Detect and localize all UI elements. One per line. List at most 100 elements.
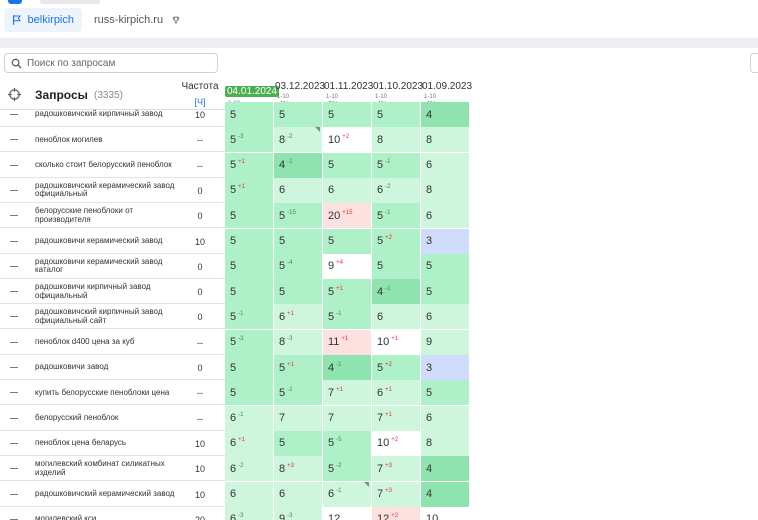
position-cell[interactable]: 6 -2 <box>225 456 274 482</box>
position-cell[interactable]: 5 -1 <box>323 304 372 330</box>
query-text[interactable]: пеноблок могилев <box>35 134 103 144</box>
position-cell[interactable]: 9 -3 <box>274 506 323 520</box>
position-cell[interactable]: 5 <box>225 102 274 127</box>
position-cell[interactable]: 6 -1 <box>323 481 372 507</box>
position-cell[interactable]: 4 -1 <box>323 355 372 380</box>
row-collapse-toggle[interactable] <box>10 367 18 368</box>
position-cell[interactable]: 8 +3 <box>274 456 323 482</box>
position-cell[interactable]: 6 <box>421 405 470 431</box>
query-text[interactable]: белорусский пеноблок <box>35 412 119 422</box>
table-row[interactable]: радошковичский кирпичный завод 10 5 5 5 5 4 <box>0 102 470 127</box>
position-cell[interactable]: 5 <box>421 380 470 406</box>
position-cell[interactable]: 7 <box>323 405 372 431</box>
position-cell[interactable]: 8 <box>372 127 421 153</box>
query-text[interactable]: радошковичский кирпичный завод официальн… <box>35 307 163 325</box>
position-cell[interactable]: 4 -1 <box>372 279 421 305</box>
position-cell[interactable]: 6 <box>274 481 323 507</box>
app-tab-inactive[interactable] <box>40 0 100 4</box>
query-text[interactable]: пеноблок цена беларусь <box>35 438 127 448</box>
query-text[interactable]: радошковичи кирпичный завод официальный <box>35 282 151 300</box>
position-cell[interactable]: 6 +1 <box>274 304 323 330</box>
position-cell[interactable]: 7 +3 <box>372 481 421 507</box>
query-text[interactable]: могилевский комбинат силикатных изделий <box>35 459 165 477</box>
position-cell[interactable]: 12 +2 <box>372 506 421 520</box>
date-label[interactable]: 01.09.2023 <box>422 81 473 92</box>
position-cell[interactable]: 5 +1 <box>225 152 274 178</box>
position-cell[interactable]: 5 <box>323 102 372 127</box>
position-cell[interactable]: 5 -1 <box>225 304 274 330</box>
position-cell[interactable]: 5 <box>225 203 274 229</box>
table-row[interactable]: белорусский пеноблок -- 6 -1 7 7 7 +1 6 <box>0 405 470 431</box>
position-cell[interactable]: 5 -4 <box>274 253 323 279</box>
position-cell[interactable]: 4 <box>421 456 470 482</box>
position-cell[interactable]: 3 <box>421 355 470 380</box>
position-cell[interactable]: 5 -5 <box>323 430 372 456</box>
row-collapse-toggle[interactable] <box>10 291 18 293</box>
table-row[interactable]: сколько стоит белорусский пеноблок -- 5 +1 4… <box>0 152 470 178</box>
table-row[interactable]: радошковичи кирпичный завод официальный 0… <box>0 279 470 305</box>
row-collapse-toggle[interactable] <box>10 240 18 242</box>
position-cell[interactable]: 11 +1 <box>323 329 372 355</box>
position-cell[interactable]: 5 <box>323 152 372 178</box>
position-cell[interactable]: 6 -3 <box>225 506 274 520</box>
position-cell[interactable]: 4 <box>421 102 470 127</box>
crosshair-icon[interactable] <box>7 87 22 102</box>
trophy-icon[interactable] <box>164 8 188 32</box>
position-cell[interactable]: 6 <box>323 177 372 203</box>
position-cell[interactable]: 6 <box>225 481 274 507</box>
row-collapse-toggle[interactable] <box>10 215 18 217</box>
position-cell[interactable]: 5 <box>225 228 274 254</box>
position-cell[interactable]: 6 +1 <box>225 430 274 456</box>
position-cell[interactable]: 10 +2 <box>323 127 372 153</box>
position-cell[interactable]: 5 <box>421 279 470 305</box>
row-collapse-toggle[interactable] <box>10 341 18 343</box>
date-label[interactable]: 03.12.2023 <box>275 81 326 92</box>
queries-title[interactable]: Запросы <box>35 88 88 102</box>
search-input[interactable]: Поиск по запросам <box>4 53 218 73</box>
row-collapse-toggle[interactable] <box>10 468 18 470</box>
query-text[interactable]: пеноблок d400 цена за куб <box>35 336 135 346</box>
position-cell[interactable]: 5 <box>225 253 274 279</box>
position-cell[interactable]: 6 -1 <box>225 405 274 431</box>
row-collapse-toggle[interactable] <box>10 265 18 267</box>
query-text[interactable]: могилевский кси <box>35 514 97 520</box>
position-cell[interactable]: 6 <box>274 177 323 203</box>
position-cell[interactable]: 10 +2 <box>372 430 421 456</box>
table-row[interactable]: радошковичский керамический завод 10 6 6 6 -1… <box>0 481 470 507</box>
position-cell[interactable]: 5 -2 <box>274 380 323 406</box>
tab-belkirpich[interactable]: belkirpich <box>4 8 82 32</box>
position-cell[interactable]: 5 -3 <box>225 127 274 153</box>
position-cell[interactable]: 5 +2 <box>372 355 421 380</box>
position-cell[interactable]: 5 <box>225 380 274 406</box>
position-cell[interactable]: 5 -3 <box>225 329 274 355</box>
position-cell[interactable]: 5 -15 <box>274 203 323 229</box>
position-cell[interactable]: 7 +1 <box>323 380 372 406</box>
query-text[interactable]: радошковичи керамический завод <box>35 235 163 245</box>
position-cell[interactable]: 5 <box>274 102 323 127</box>
table-row[interactable]: радошковичский керамический завод официа… <box>0 177 470 203</box>
position-cell[interactable]: 7 <box>274 405 323 431</box>
position-cell[interactable]: 5 -2 <box>323 456 372 482</box>
position-cell[interactable]: 5 -1 <box>372 203 421 229</box>
row-collapse-toggle[interactable] <box>10 139 18 141</box>
table-row[interactable]: белорусские пеноблоки от производителя 0 5… <box>0 203 470 229</box>
query-text[interactable]: радошковичи завод <box>35 362 109 372</box>
position-cell[interactable]: 6 -2 <box>372 177 421 203</box>
position-cell[interactable]: 6 <box>421 304 470 330</box>
position-cell[interactable]: 7 +1 <box>372 405 421 431</box>
position-cell[interactable]: 5 <box>372 102 421 127</box>
position-cell[interactable]: 5 <box>421 253 470 279</box>
position-cell[interactable]: 5 -1 <box>372 152 421 178</box>
query-text[interactable]: радошковичи керамический завод каталог <box>35 256 163 275</box>
position-cell[interactable]: 9 +4 <box>323 253 372 279</box>
table-row[interactable]: могилевский комбинат силикатных изделий 1… <box>0 456 470 482</box>
frequency-title[interactable]: Частота <box>181 81 219 92</box>
position-cell[interactable]: 8 <box>421 177 470 203</box>
row-collapse-toggle[interactable] <box>10 518 18 520</box>
frequency-type[interactable]: [Ч] <box>194 97 206 107</box>
position-cell[interactable]: 5 <box>225 355 274 380</box>
position-cell[interactable]: 5 +1 <box>225 177 274 203</box>
position-cell[interactable]: 7 +3 <box>372 456 421 482</box>
position-cell[interactable]: 10 +1 <box>372 329 421 355</box>
table-row[interactable]: радошковичи завод 0 5 5 +1 4 -1 5 +2 3 <box>0 355 470 380</box>
